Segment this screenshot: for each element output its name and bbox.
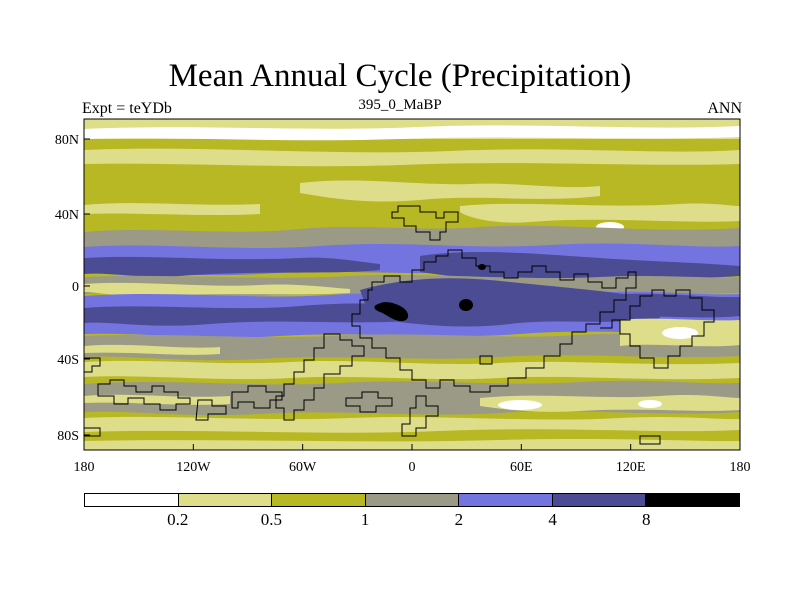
y-axis: 80N 40N 0 40S 80S: [55, 133, 90, 444]
plot-title: Mean Annual Cycle (Precipitation): [168, 58, 632, 94]
x-tick-label: 180: [730, 460, 751, 475]
y-tick-label: 40N: [55, 208, 79, 223]
colorbar-swatch: [365, 494, 460, 506]
y-tick-label: 80S: [57, 429, 79, 444]
colorbar-label: 4: [548, 510, 557, 529]
x-tick-label: 0: [409, 460, 416, 475]
colorbar: [84, 493, 740, 507]
y-tick-label: 40S: [57, 353, 79, 368]
colorbar-label: 2: [454, 510, 464, 529]
experiment-label: Expt = teYDb: [82, 100, 172, 117]
colorbar-swatch: [552, 494, 647, 506]
contour-fill: [84, 119, 740, 450]
y-tick-label: 0: [72, 280, 79, 295]
period-label: 395_0_MaBP: [358, 97, 442, 113]
x-tick-label: 120W: [176, 460, 211, 475]
x-tick-label: 180: [74, 460, 95, 475]
continent-outlines: [84, 205, 715, 445]
colorbar-swatch: [272, 494, 366, 506]
x-tick-label: 60W: [289, 460, 317, 475]
x-tick-label: 60E: [510, 460, 533, 475]
x-tick-label: 120E: [616, 460, 646, 475]
x-axis: 180 120W 60W 0 60E 120E 180: [74, 444, 751, 475]
colorbar-label: 1: [360, 510, 370, 529]
colorbar-label: 8: [642, 510, 651, 529]
colorbar-label: 0.5: [260, 510, 283, 529]
y-tick-label: 80N: [55, 133, 79, 148]
colorbar-swatch: [178, 494, 273, 506]
colorbar-label: 0.2: [167, 510, 189, 529]
season-label: ANN: [707, 100, 742, 117]
colorbar-swatch: [646, 494, 740, 506]
colorbar-swatch: [459, 494, 553, 506]
colorbar-swatch: [85, 494, 179, 506]
